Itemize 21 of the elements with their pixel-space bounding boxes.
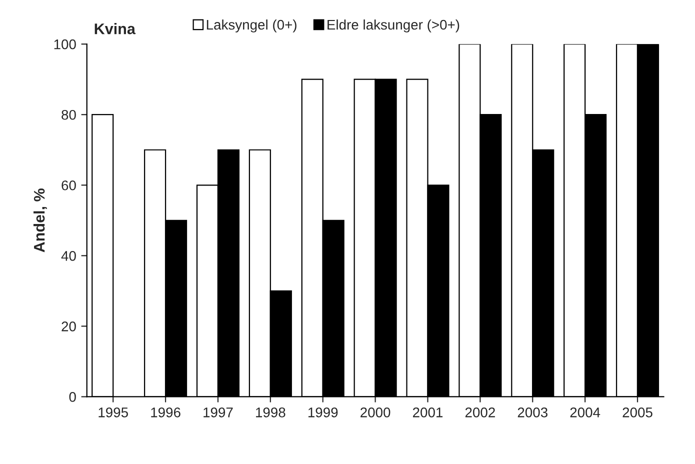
x-tick-label: 2003 — [518, 408, 548, 418]
x-tick-label: 1999 — [308, 408, 338, 418]
y-tick-label: 60 — [62, 180, 76, 190]
y-tick-label: 80 — [62, 110, 76, 120]
x-tick-label: 2000 — [360, 408, 390, 418]
x-tick-label: 1995 — [98, 408, 128, 418]
y-tick-label: 40 — [61, 251, 76, 261]
x-tick-label: 2005 — [622, 408, 652, 418]
x-tick-label: 2004 — [570, 408, 600, 418]
y-tick-label: 0 — [69, 392, 76, 402]
x-tick-label: 1997 — [204, 408, 233, 418]
x-tick-label: 1998 — [256, 408, 286, 418]
x-tick-label: 2002 — [465, 408, 495, 418]
legend-label: Eldre laksunger (>0+) — [328, 19, 460, 32]
legend-label: Laksyngel (0+) — [206, 19, 296, 32]
y-tick-label: 20 — [62, 322, 76, 332]
x-tick-label: 1996 — [151, 408, 180, 418]
chart-title: Kvina — [94, 23, 136, 34]
x-tick-label: 2001 — [412, 408, 443, 418]
y-tick-label: 100 — [54, 39, 76, 50]
y-axis-title: Andel, % — [33, 188, 47, 252]
